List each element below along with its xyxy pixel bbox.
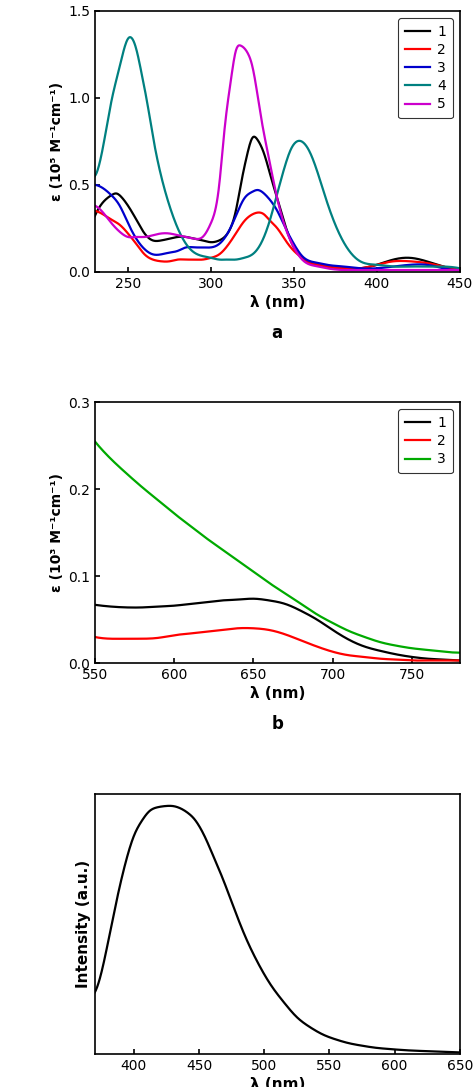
Line: 2: 2 [95,211,460,270]
2 [457,654,463,667]
1 [310,611,316,624]
5 [314,260,319,273]
Line: 2: 2 [95,628,460,661]
Legend: 1, 2, 3, 4, 5: 1, 2, 3, 4, 5 [398,17,453,118]
1 [249,592,255,605]
5 [370,263,375,276]
1 [369,260,375,273]
3 [457,263,463,276]
Line: 1: 1 [95,599,460,661]
Text: b: b [271,715,283,734]
Y-axis label: ε (10⁵ M⁻¹cm⁻¹): ε (10⁵ M⁻¹cm⁻¹) [50,82,64,201]
1 [268,595,274,608]
1 [266,594,272,607]
Legend: 1, 2, 3: 1, 2, 3 [398,409,453,473]
Line: 4: 4 [95,37,460,268]
2 [415,654,421,667]
1 [449,653,455,666]
2 [92,630,98,644]
1 [92,598,98,611]
X-axis label: λ (nm): λ (nm) [250,686,305,701]
2 [114,216,120,229]
3 [290,591,295,604]
5 [407,263,413,276]
3 [454,264,459,277]
5 [304,257,310,270]
Line: 5: 5 [95,46,460,270]
2 [92,204,98,217]
2 [290,630,296,644]
3 [406,259,412,272]
5 [347,263,353,276]
2 [392,653,398,666]
3 [265,576,271,589]
2 [313,258,319,271]
3 [457,646,463,659]
4 [127,30,133,43]
Line: 1: 1 [95,137,460,270]
2 [406,254,412,267]
4 [304,141,310,154]
3 [309,604,315,617]
3 [325,259,330,272]
Y-axis label: Intensity (a.u.): Intensity (a.u.) [76,860,91,988]
2 [304,254,310,267]
5 [457,263,463,276]
2 [268,624,274,637]
Line: 3: 3 [95,185,460,271]
2 [369,260,374,273]
X-axis label: λ (nm): λ (nm) [250,295,305,310]
1 [392,648,398,661]
3 [92,435,98,448]
1 [325,260,330,273]
1 [92,210,98,223]
3 [267,577,273,590]
5 [237,39,242,52]
3 [313,257,319,270]
4 [369,258,375,271]
1 [114,187,120,200]
2 [266,624,272,637]
4 [457,262,463,275]
3 [114,196,120,209]
1 [407,251,412,264]
3 [448,646,454,659]
5 [114,223,120,236]
2 [450,654,456,667]
1 [304,255,310,268]
Y-axis label: ε (10³ M⁻¹cm⁻¹): ε (10³ M⁻¹cm⁻¹) [50,473,64,592]
1 [457,263,463,276]
4 [325,198,330,211]
5 [92,199,98,212]
4 [114,70,120,83]
2 [457,263,463,276]
2 [310,638,316,651]
4 [92,170,98,183]
4 [314,164,319,177]
1 [290,600,296,613]
2 [242,622,247,635]
X-axis label: λ (nm): λ (nm) [250,1077,305,1087]
3 [369,262,374,275]
3 [391,639,397,652]
3 [92,178,98,191]
Text: a: a [272,324,283,342]
Line: 3: 3 [95,441,460,652]
2 [325,260,330,273]
1 [251,130,257,143]
5 [325,262,330,275]
4 [407,260,412,273]
1 [314,258,319,271]
3 [304,253,310,266]
1 [457,654,463,667]
